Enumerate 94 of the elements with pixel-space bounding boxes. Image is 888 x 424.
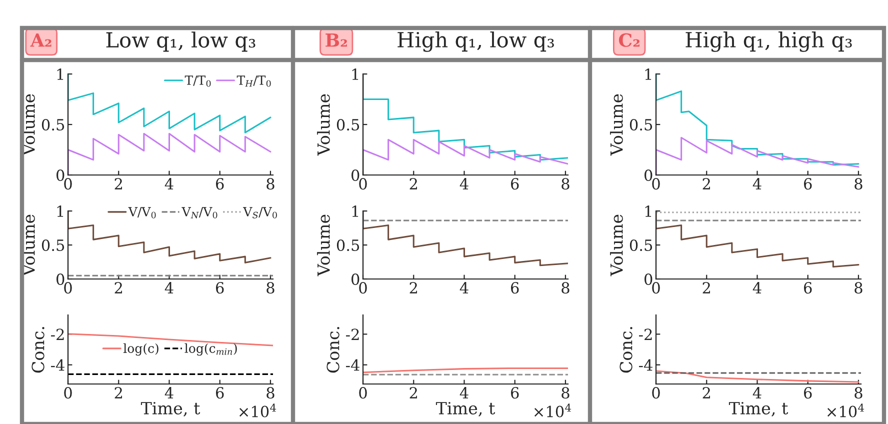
y-axis-title: Conc. — [620, 326, 632, 373]
x-tick-label: 2 — [410, 282, 417, 294]
legend-label: T/T$_{0}$ — [184, 76, 211, 87]
x-tick-label: 2 — [410, 387, 417, 398]
text: A₂ — [30, 34, 52, 47]
chart-title: Low q₁, low q₃ — [106, 32, 256, 52]
x-tick-label: 4 — [752, 282, 762, 294]
y-tick-label: -2 — [51, 328, 64, 340]
chart-title: High q₁, high q₃ — [686, 31, 852, 52]
text: ×10$^{4}$ — [534, 404, 572, 418]
y-tick-label: 0.5 — [336, 239, 360, 252]
legend-label: V$_{S}$/V$_{0}$ — [243, 207, 277, 218]
text: C₂ — [618, 33, 640, 47]
y-axis-title: Conc. — [326, 326, 340, 373]
x-tick-label: 8 — [562, 387, 570, 399]
x-tick-label: 4 — [164, 178, 174, 190]
y-tick-label: 1 — [352, 205, 358, 217]
y-tick-label: 1 — [645, 205, 652, 217]
x-tick-label: 8 — [266, 178, 274, 190]
x-tick-label: 8 — [854, 178, 862, 190]
y-axis-title: Volume — [317, 214, 330, 276]
x-tick-label: 2 — [702, 178, 710, 190]
x-tick-label: 6 — [216, 387, 224, 399]
y-tick-label: -4 — [346, 359, 360, 371]
legend-label: log(c$_{min}$) — [184, 343, 237, 356]
x-tick-label: 4 — [460, 387, 468, 398]
x-tick-label: 6 — [511, 387, 519, 399]
x-tick-label: 2 — [702, 282, 710, 294]
y-tick-label: 1 — [57, 68, 64, 80]
line-series — [656, 136, 860, 175]
y-tick-label: -4 — [51, 359, 64, 371]
y-tick-label: 0 — [352, 169, 360, 182]
line-series — [68, 74, 272, 134]
legend-label: log(c) — [123, 343, 158, 356]
y-tick-label: 0 — [56, 273, 64, 286]
x-tick-label: 2 — [114, 387, 122, 398]
x-tick-label: 8 — [266, 387, 274, 399]
x-tick-label: 2 — [114, 178, 122, 190]
x-tick-label: 6 — [804, 282, 812, 294]
y-tick-label: 0.5 — [630, 118, 652, 131]
y-tick-label: -2 — [346, 328, 359, 340]
chart-title: High q₁, low q₃ — [398, 31, 554, 52]
line-series — [656, 74, 860, 166]
y-tick-label: 0.5 — [42, 239, 64, 252]
x-tick-label: 2 — [410, 178, 417, 190]
line-series — [363, 74, 568, 161]
y-tick-label: 1 — [352, 68, 358, 80]
y-axis-title: Conc. — [32, 326, 44, 373]
x-tick-label: 4 — [164, 387, 174, 398]
x-tick-label: 8 — [562, 282, 570, 294]
x-tick-label: 6 — [804, 178, 812, 190]
x-axis-title: Time, t — [140, 402, 200, 416]
y-tick-label: -4 — [639, 359, 652, 371]
legend-label: V$_{N}$/V$_{0}$ — [182, 207, 218, 218]
y-tick-label: 1 — [57, 205, 64, 217]
x-tick-label: 4 — [752, 178, 762, 190]
text: ×10$^{4}$ — [239, 404, 276, 418]
y-tick-label: 0 — [56, 169, 64, 182]
y-tick-label: 0.5 — [42, 118, 64, 131]
x-tick-label: 8 — [562, 178, 570, 190]
line-series — [68, 132, 272, 175]
legend-label: V/V$_{0}$ — [128, 207, 156, 218]
x-axis-title: Time, t — [728, 402, 788, 416]
text: B₂ — [326, 34, 347, 47]
x-tick-label: 8 — [854, 282, 862, 294]
y-axis-title: Volume — [317, 94, 330, 156]
y-tick-label: 1 — [645, 68, 652, 80]
x-tick-label: 8 — [266, 282, 274, 294]
x-tick-label: 2 — [114, 282, 122, 294]
x-tick-label: 6 — [216, 178, 224, 190]
x-tick-label: 4 — [460, 282, 468, 294]
y-axis-title: Volume — [610, 214, 623, 276]
x-tick-label: 6 — [511, 178, 519, 190]
y-tick-label: 0 — [644, 169, 652, 182]
line-series — [656, 211, 860, 268]
x-tick-label: 4 — [460, 178, 468, 190]
x-tick-label: 8 — [854, 387, 862, 399]
text: ×10$^{4}$ — [827, 404, 864, 418]
x-tick-label: 6 — [804, 387, 812, 399]
y-tick-label: -2 — [639, 328, 652, 340]
x-tick-label: 4 — [752, 387, 762, 398]
x-tick-label: 4 — [164, 282, 174, 294]
y-axis-title: Volume — [610, 94, 623, 156]
legend-label: T$_{H}$/T$_{0}$ — [236, 76, 271, 87]
line-series — [363, 211, 568, 266]
y-tick-label: 0 — [352, 273, 360, 286]
x-tick-label: 2 — [702, 387, 710, 398]
y-tick-label: 0.5 — [630, 239, 652, 252]
x-tick-label: 6 — [511, 282, 519, 294]
y-tick-label: 0 — [644, 273, 652, 286]
line-series — [656, 370, 860, 383]
x-tick-label: 6 — [216, 282, 224, 294]
y-tick-label: 0.5 — [336, 118, 360, 131]
x-axis-title: Time, t — [436, 402, 496, 416]
